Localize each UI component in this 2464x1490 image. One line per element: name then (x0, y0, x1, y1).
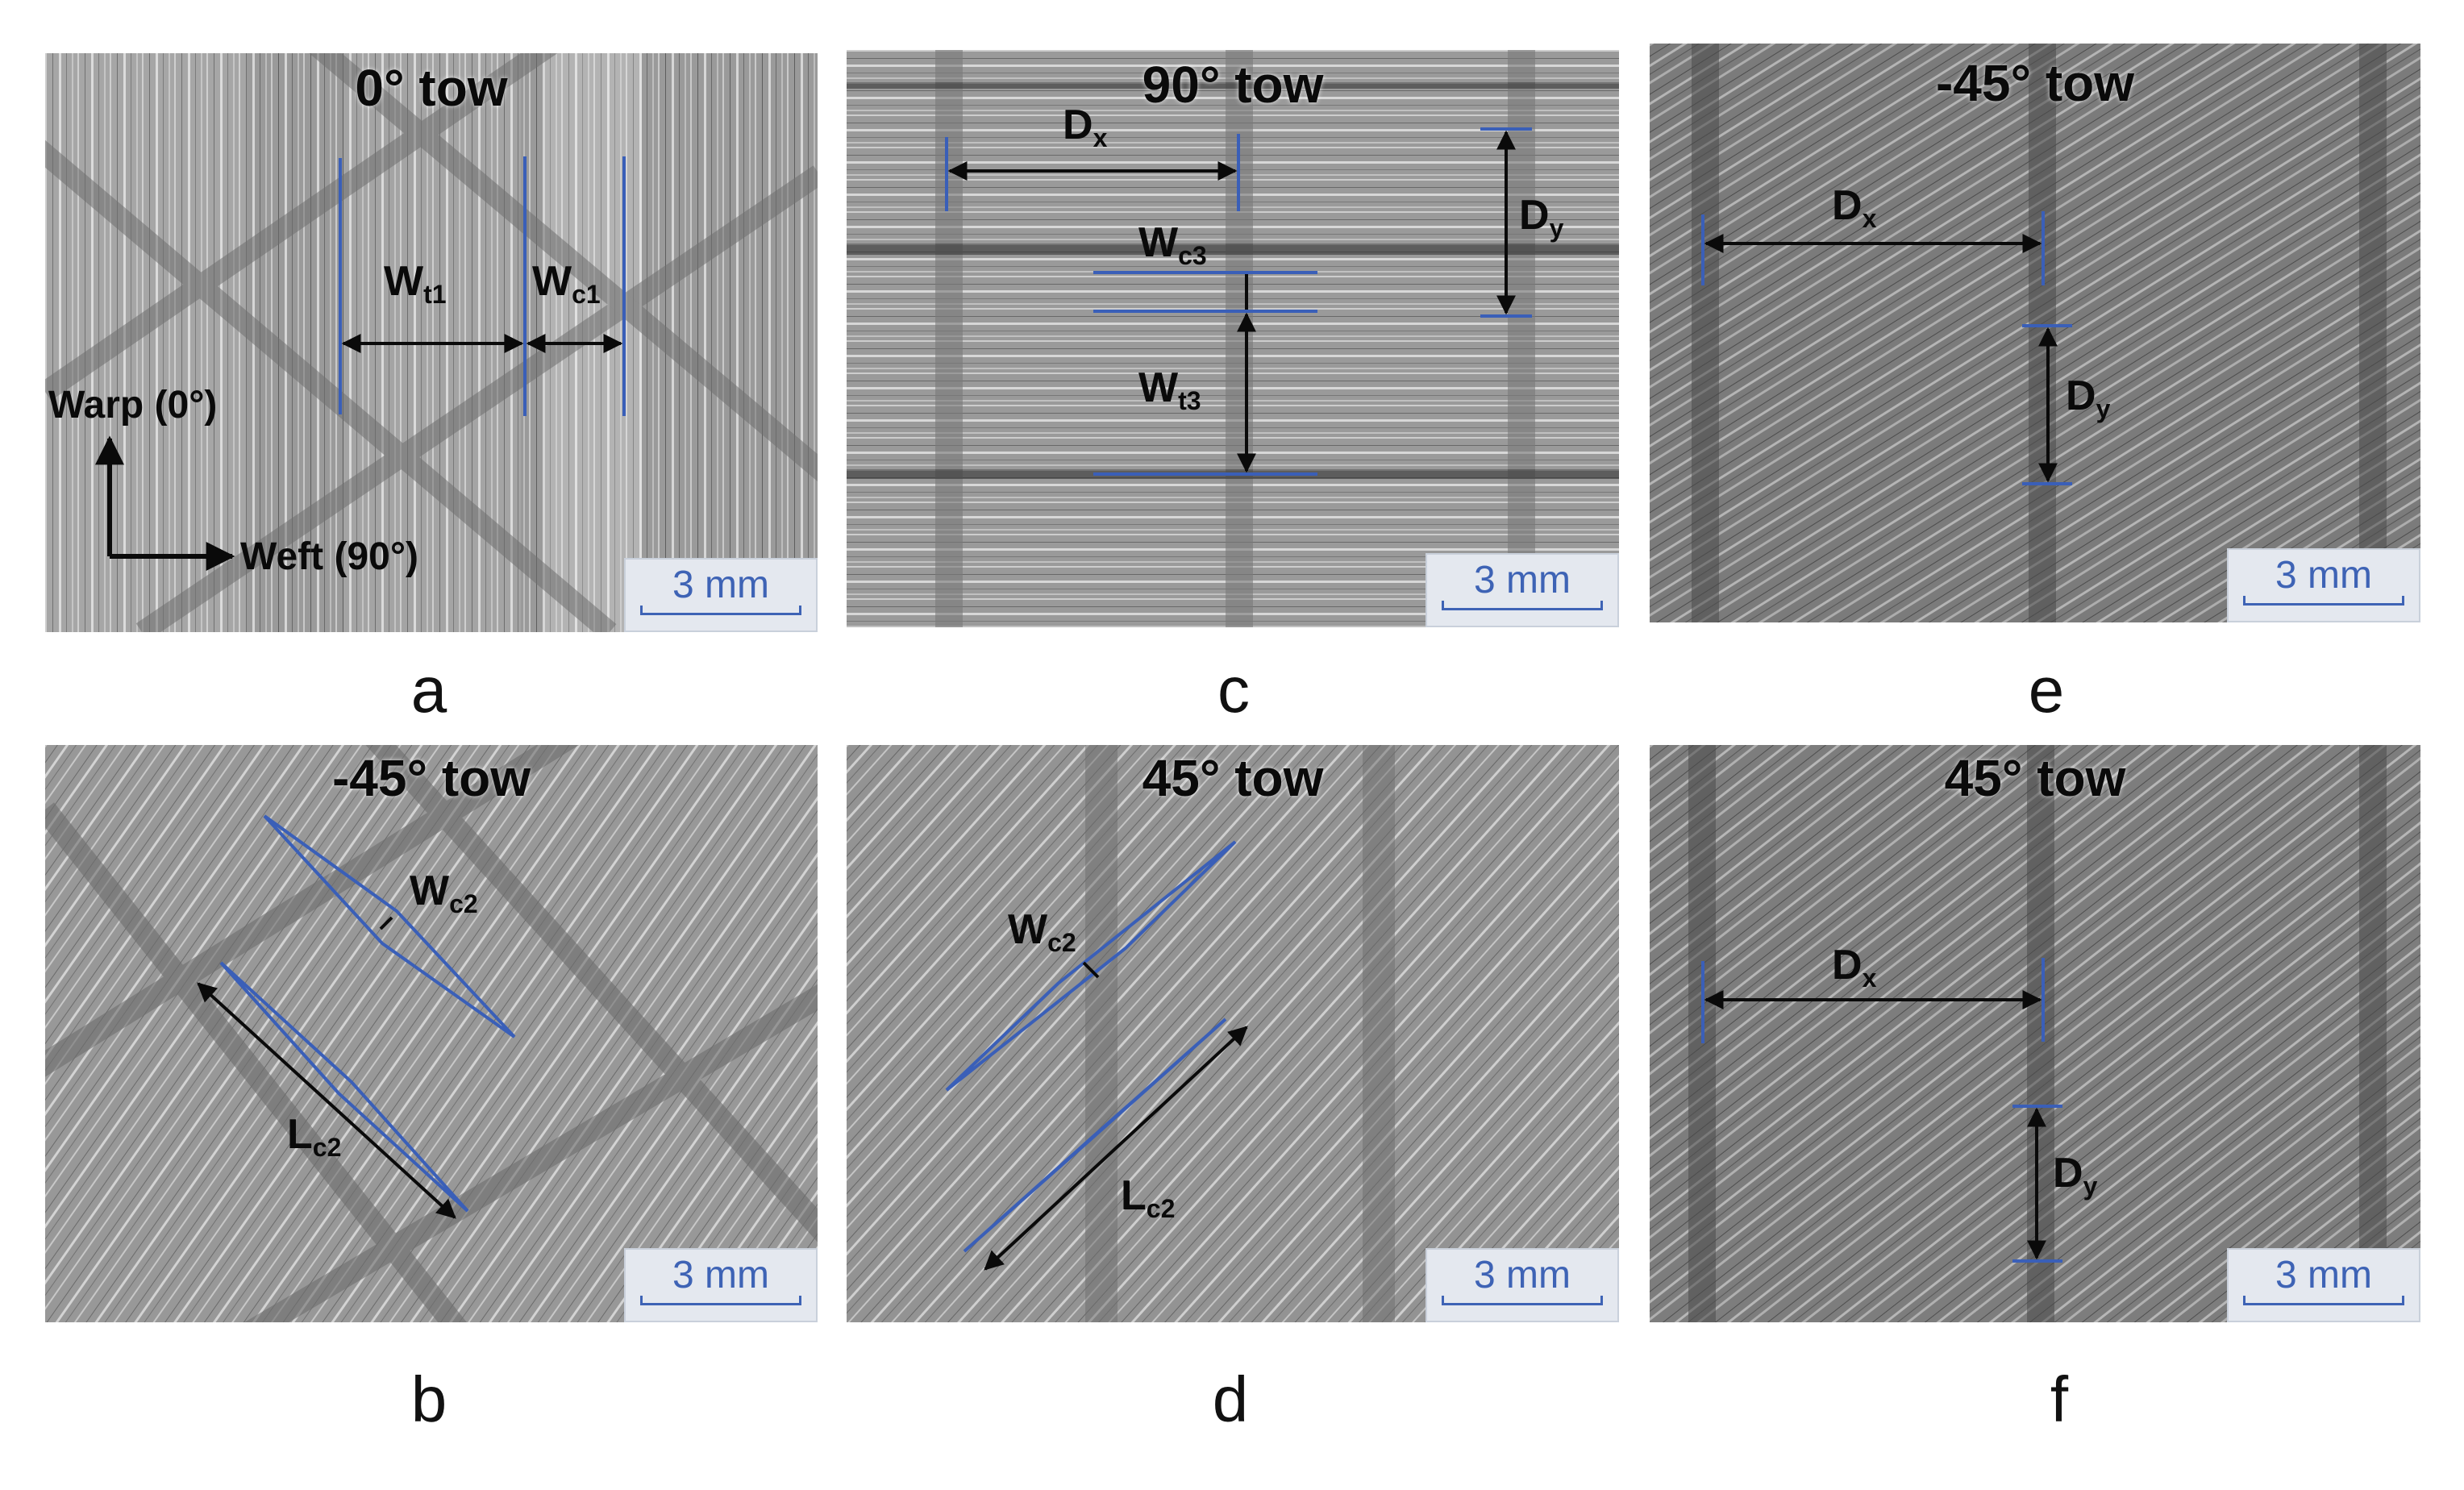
annotations-e: Dx Dy (1701, 182, 2111, 485)
panel-title: 90° tow (1142, 56, 1324, 114)
micrograph-a (45, 53, 818, 632)
label-dx: Dx (1832, 182, 1877, 233)
annotations-a: Wt1 Wc1 Warp (0°) Weft (90°) (48, 156, 626, 578)
scale-label: 3 mm (672, 564, 769, 606)
scale-bar: 3 mm (1426, 1248, 1619, 1322)
scale-label: 3 mm (1474, 559, 1571, 601)
label-wt3: Wt3 (1138, 364, 1201, 415)
label-wc3: Wc3 (1138, 219, 1207, 270)
label-wt1: Wt1 (384, 258, 447, 309)
scale-line (2243, 596, 2404, 606)
label-wc2: Wc2 (410, 868, 478, 918)
label-wc1: Wc1 (532, 258, 601, 309)
label-dx: Dx (1063, 102, 1108, 152)
label-dy: Dy (2066, 372, 2111, 423)
panel-title: 45° tow (1142, 749, 1324, 807)
label-warp: Warp (0°) (48, 384, 217, 427)
label-lc2: Lc2 (1121, 1172, 1175, 1223)
panel-title: -45° tow (1935, 54, 2135, 112)
micrograph-c (847, 50, 1619, 627)
scale-label: 3 mm (2275, 554, 2372, 597)
micrograph-e (1650, 44, 2420, 622)
scale-line (640, 1296, 801, 1305)
panel-title: -45° tow (331, 749, 531, 807)
scale-label: 3 mm (1474, 1254, 1571, 1296)
scale-line (1442, 1296, 1603, 1305)
scale-bar: 3 mm (624, 1248, 818, 1322)
scale-line (1442, 601, 1603, 610)
panel-a: 0° tow Wt1 Wc1 Warp (0°) Weft (90°) 3 mm (45, 53, 818, 632)
panel-letter-b: b (410, 1363, 447, 1435)
scale-bar: 3 mm (2227, 1248, 2420, 1322)
panel-letter-a: a (410, 654, 447, 726)
panel-f: 45° tow Dx Dy 3 mm (1650, 745, 2420, 1322)
panel-b: -45° tow Wc2 Lc2 3 mm (45, 745, 818, 1322)
scale-label: 3 mm (2275, 1254, 2372, 1296)
panel-e: -45° tow Dx Dy 3 mm (1650, 44, 2420, 622)
annotations-d: Wc2 Lc2 (945, 840, 1248, 1271)
scale-bar: 3 mm (2227, 548, 2420, 622)
panel-title: 0° tow (355, 59, 508, 117)
label-dy: Dy (2053, 1150, 2098, 1201)
scale-line (640, 606, 801, 615)
label-dx: Dx (1832, 942, 1877, 993)
annotations-b: Wc2 Lc2 (197, 814, 516, 1219)
panel-letter-c: c (1217, 654, 1250, 726)
panel-letter-d: d (1212, 1363, 1249, 1435)
panel-letter-e: e (2028, 654, 2065, 726)
label-lc2: Lc2 (287, 1111, 341, 1162)
panel-d: 45° tow Wc2 Lc2 3 mm (847, 745, 1619, 1322)
scale-line (2243, 1296, 2404, 1305)
panel-c: 90° tow Dx Dy Wc3 Wt3 3 mm (847, 50, 1619, 627)
label-wc2: Wc2 (1008, 906, 1076, 957)
scale-label: 3 mm (672, 1254, 769, 1296)
panel-letter-f: f (2050, 1363, 2069, 1435)
panel-title: 45° tow (1944, 749, 2126, 807)
scale-bar: 3 mm (1426, 553, 1619, 627)
scale-bar: 3 mm (624, 558, 818, 632)
annotations-f: Dx Dy (1701, 942, 2098, 1263)
annotations-c: Dx Dy Wc3 Wt3 (945, 102, 1564, 476)
label-dy: Dy (1519, 192, 1564, 243)
label-weft: Weft (90°) (240, 535, 418, 578)
